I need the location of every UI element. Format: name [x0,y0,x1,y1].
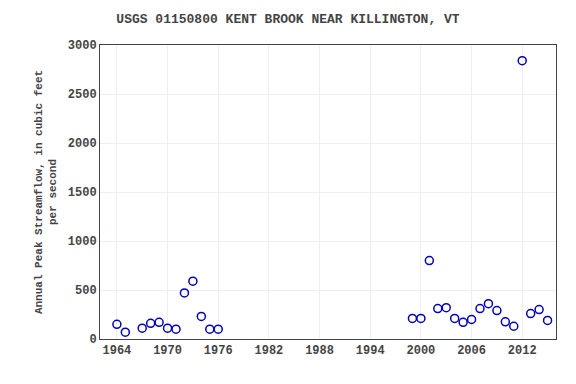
svg-text:500: 500 [75,284,97,298]
svg-text:1976: 1976 [204,344,233,358]
svg-text:1982: 1982 [254,344,283,358]
svg-text:Annual Peak Streamflow, in cub: Annual Peak Streamflow, in cubic feetper… [33,70,59,314]
svg-text:2006: 2006 [457,344,486,358]
svg-text:1500: 1500 [68,186,97,200]
svg-text:2012: 2012 [508,344,537,358]
svg-text:1000: 1000 [68,235,97,249]
svg-text:USGS 01150800 KENT BROOK NEAR: USGS 01150800 KENT BROOK NEAR KILLINGTON… [116,12,459,27]
svg-text:1970: 1970 [153,344,182,358]
svg-text:2500: 2500 [68,88,97,102]
svg-text:0: 0 [89,333,96,347]
svg-text:2000: 2000 [68,137,97,151]
svg-text:1988: 1988 [305,344,334,358]
svg-text:2000: 2000 [406,344,435,358]
svg-text:1994: 1994 [356,344,385,358]
svg-text:3000: 3000 [68,39,97,53]
svg-text:1964: 1964 [102,344,131,358]
